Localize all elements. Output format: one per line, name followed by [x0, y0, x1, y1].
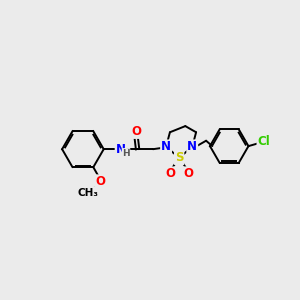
Text: N: N — [187, 140, 197, 153]
Text: O: O — [131, 125, 141, 138]
Text: O: O — [165, 167, 175, 180]
Text: S: S — [175, 151, 183, 164]
Text: H: H — [122, 148, 130, 158]
Text: O: O — [183, 167, 194, 180]
Text: N: N — [116, 143, 126, 156]
Text: Cl: Cl — [257, 135, 270, 148]
Text: CH₃: CH₃ — [77, 188, 98, 198]
Text: O: O — [95, 175, 105, 188]
Text: N: N — [161, 140, 171, 153]
